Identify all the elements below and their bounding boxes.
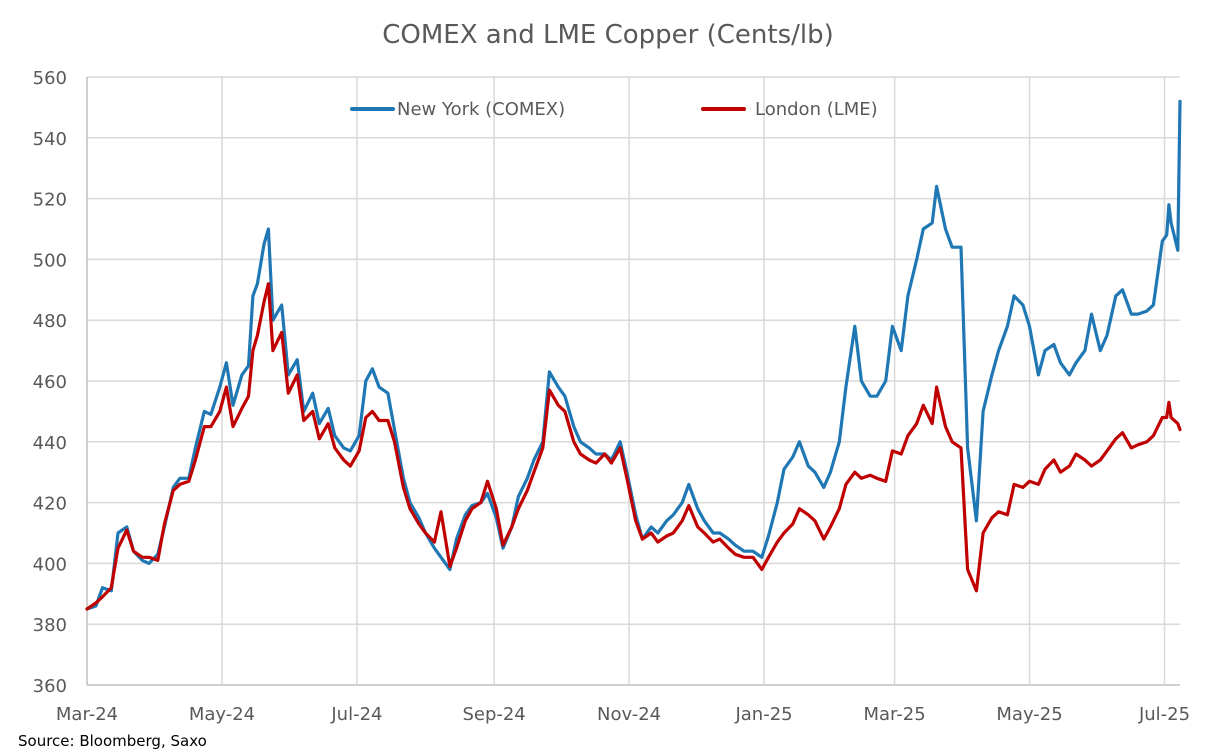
y-tick-label: 460 [33,372,67,393]
x-tick-label: May-24 [189,704,255,725]
x-tick-label: Mar-25 [863,704,925,725]
chart-title: COMEX and LME Copper (Cents/lb) [382,20,834,50]
y-tick-label: 480 [33,311,67,332]
y-axis-ticks: 560 540 520 500 480 460 440 420 400 380 360 [33,68,67,697]
x-axis-ticks: Mar-24 May-24 Jul-24 Sep-24 Nov-24 Jan-25 Mar-… [56,704,1190,725]
y-tick-label: 360 [33,676,67,697]
y-tick-label: 380 [33,615,67,636]
series-layer [85,99,1182,611]
x-tick-label: Mar-24 [56,704,118,725]
x-tick-label: Sep-24 [462,704,525,725]
x-tick-label: Nov-24 [597,704,661,725]
legend: New York (COMEX) London (LME) [350,99,878,120]
y-tick-label: 440 [33,433,67,454]
x-tick-label: May-25 [996,704,1062,725]
y-tick-label: 520 [33,190,67,211]
x-tick-label: Jul-24 [330,704,382,725]
y-tick-label: 400 [33,554,67,575]
x-tick-label: Jul-25 [1138,704,1190,725]
x-tick-label: Jan-25 [734,704,792,725]
y-tick-label: 420 [33,494,67,515]
legend-label: London (LME) [755,99,878,120]
source-note: Source: Bloomberg, Saxo [18,732,207,750]
y-tick-label: 500 [33,250,67,271]
y-tick-label: 540 [33,129,67,150]
legend-label: New York (COMEX) [397,99,565,120]
y-tick-label: 560 [33,68,67,89]
series-line-lme [85,282,1182,611]
